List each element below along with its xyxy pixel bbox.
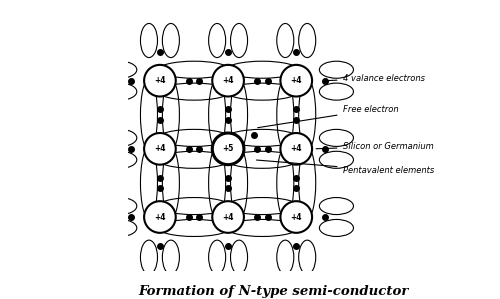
Point (184, 78, 192, 83)
Point (321, 147, 329, 151)
Point (264, 78, 272, 83)
Point (224, 186, 232, 191)
Circle shape (280, 133, 312, 165)
Text: 4 valance electrons: 4 valance electrons (328, 74, 424, 83)
Point (184, 147, 192, 151)
Circle shape (144, 65, 176, 97)
Point (156, 175, 164, 180)
Text: +4: +4 (290, 213, 302, 222)
Circle shape (144, 133, 176, 165)
Text: +5: +5 (222, 144, 234, 153)
Point (127, 78, 135, 83)
Circle shape (280, 65, 312, 97)
Point (253, 78, 261, 83)
Circle shape (212, 201, 244, 233)
Point (253, 215, 261, 219)
Text: +4: +4 (222, 76, 234, 85)
Point (292, 175, 300, 180)
Text: +4: +4 (154, 213, 166, 222)
Point (224, 50, 232, 54)
Text: Silicon or Germanium: Silicon or Germanium (316, 142, 434, 151)
Point (224, 118, 232, 123)
Point (292, 107, 300, 112)
Point (196, 215, 203, 219)
Point (127, 147, 135, 151)
Text: +4: +4 (154, 144, 166, 153)
Point (196, 147, 203, 151)
Text: Pentavalent elements: Pentavalent elements (256, 160, 434, 175)
Point (156, 243, 164, 248)
Point (292, 243, 300, 248)
Point (292, 50, 300, 54)
Point (156, 186, 164, 191)
Point (292, 118, 300, 123)
Text: +4: +4 (290, 76, 302, 85)
Point (224, 175, 232, 180)
Point (224, 107, 232, 112)
Point (253, 147, 261, 151)
Circle shape (212, 65, 244, 97)
Point (127, 215, 135, 219)
Point (321, 215, 329, 219)
Text: Free electron: Free electron (258, 105, 398, 128)
Point (184, 215, 192, 219)
Text: +4: +4 (222, 213, 234, 222)
Point (321, 78, 329, 83)
Point (196, 78, 203, 83)
Circle shape (144, 201, 176, 233)
Circle shape (280, 201, 312, 233)
Point (264, 215, 272, 219)
Point (224, 243, 232, 248)
Text: +4: +4 (154, 76, 166, 85)
Point (156, 50, 164, 54)
Point (156, 118, 164, 123)
Text: +4: +4 (290, 144, 302, 153)
Text: Formation of N-type semi-conductor: Formation of N-type semi-conductor (138, 285, 408, 298)
Point (156, 107, 164, 112)
Point (264, 147, 272, 151)
Point (292, 186, 300, 191)
Circle shape (212, 133, 244, 165)
Point (250, 133, 258, 138)
